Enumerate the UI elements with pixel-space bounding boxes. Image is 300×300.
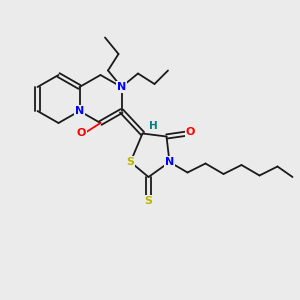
Text: N: N <box>165 157 174 167</box>
Text: N: N <box>117 82 126 92</box>
Text: O: O <box>76 128 86 139</box>
Text: O: O <box>186 127 195 137</box>
Text: H: H <box>148 121 158 131</box>
Text: S: S <box>145 196 152 206</box>
Text: N: N <box>75 106 84 116</box>
Text: N: N <box>117 82 126 92</box>
Text: S: S <box>127 157 134 167</box>
